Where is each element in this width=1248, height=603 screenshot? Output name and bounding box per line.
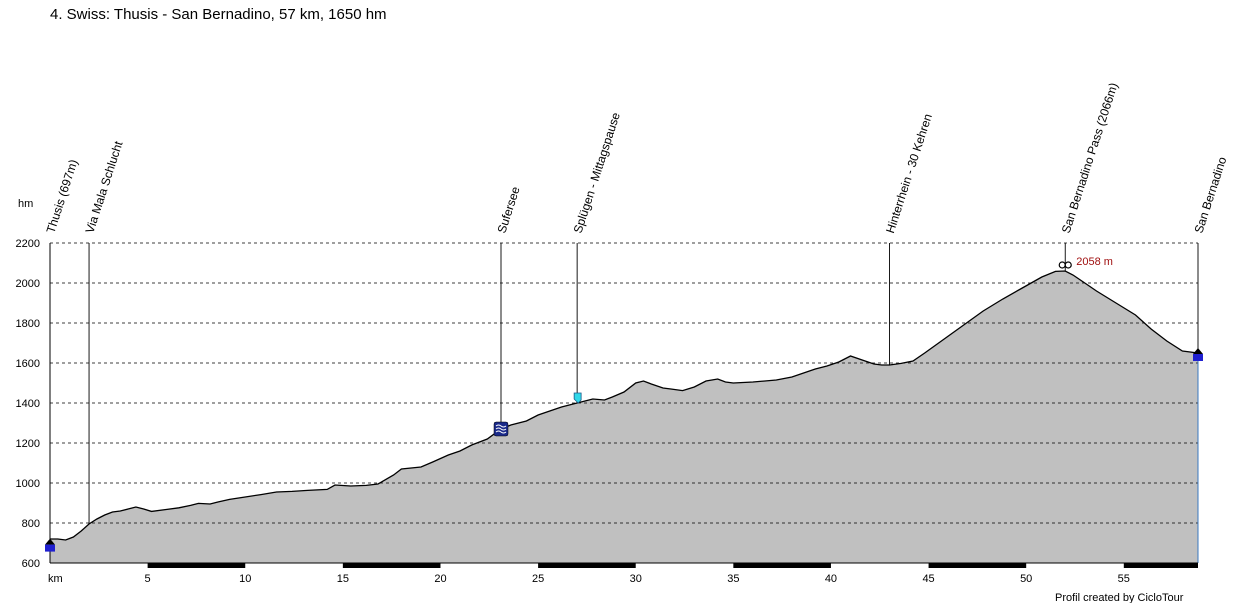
waypoint-label: Splügen - Mittagspause (571, 110, 623, 235)
x-tick-label: 25 (532, 573, 544, 585)
binoculars-icon (1058, 261, 1066, 269)
km-scale-segment (147, 563, 246, 568)
plot-area: 600 800 1000 1200 1400 1600 1800 2000 2200 5 10 15 2… (16, 81, 1230, 585)
waypoint-label: Sufersee (495, 185, 523, 235)
chart-title: 4. Swiss: Thusis - San Bernadino, 57 km,… (50, 6, 387, 23)
lake-wave (495, 427, 507, 431)
x-tick-label: 5 (145, 573, 151, 585)
finish-flag-icon (1193, 348, 1203, 354)
y-tick-label: 1600 (16, 358, 40, 370)
km-scale-segment (1123, 563, 1198, 568)
start-flag-icon (45, 538, 55, 545)
km-scale-segment (733, 563, 831, 568)
y-tick-label: 2200 (16, 238, 40, 250)
y-axis-label: hm (18, 198, 33, 210)
y-tick-label: 1800 (16, 318, 40, 330)
waypoint-label: San Bernadino (1192, 155, 1230, 235)
x-tick-label: 15 (337, 573, 349, 585)
x-tick-label: 10 (239, 573, 251, 585)
x-tick-label: 30 (630, 573, 642, 585)
waypoint-label: Thusis (697m) (44, 158, 81, 235)
x-tick-label: 20 (434, 573, 446, 585)
waypoint-label: San Bernadino Pass (2066m) (1059, 81, 1121, 235)
x-tick-label: 50 (1020, 573, 1032, 585)
x-tick-label: 35 (727, 573, 739, 585)
y-tick-label: 800 (22, 518, 40, 530)
elevation-line (50, 270, 1199, 541)
peak-altitude-label: 2058 m (1076, 256, 1113, 268)
x-tick-label: 40 (825, 573, 837, 585)
x-tick-label: 55 (1118, 573, 1130, 585)
y-tick-label: 1400 (16, 398, 40, 410)
start-flag-icon-base (45, 544, 55, 552)
credit-text: Profil created by CicloTour (1055, 592, 1184, 603)
waypoint-label: Hinterrhein - 30 Kehren (883, 112, 935, 235)
finish-flag-icon-base (1193, 354, 1203, 361)
elevation-area (50, 271, 1198, 563)
km-scale-segment (342, 563, 441, 568)
x-axis-label: km (48, 573, 63, 585)
lake-wave (495, 424, 507, 428)
x-tick-label: 45 (922, 573, 934, 585)
food-icon (573, 392, 582, 404)
km-scale-segment (928, 563, 1027, 568)
y-tick-label: 1200 (16, 438, 40, 450)
lake-wave (495, 430, 507, 434)
y-tick-label: 1000 (16, 478, 40, 490)
km-scale-segment (538, 563, 636, 568)
y-tick-label: 2000 (16, 278, 40, 290)
binoculars-icon (1064, 261, 1072, 269)
y-tick-label: 600 (22, 558, 40, 570)
waypoint-label: Via Mala Schlucht (83, 139, 126, 235)
